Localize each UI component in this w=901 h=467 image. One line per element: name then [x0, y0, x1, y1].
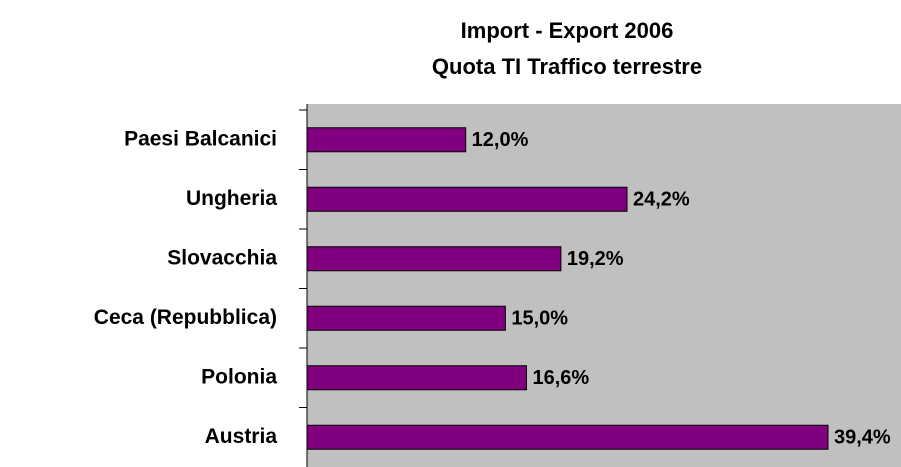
bar	[306, 186, 628, 212]
value-label: 12,0%	[472, 129, 529, 151]
value-label: 16,6%	[533, 367, 590, 389]
category-label: Polonia	[201, 365, 277, 388]
plot-area	[307, 104, 901, 467]
category-label: Paesi Balcanici	[124, 127, 277, 150]
bar	[306, 305, 506, 331]
category-label: Austria	[205, 425, 278, 448]
value-label: 19,2%	[567, 248, 624, 270]
bar	[306, 246, 562, 272]
bar	[306, 365, 528, 391]
bar	[306, 127, 467, 153]
chart-title: Import - Export 2006	[461, 18, 674, 43]
category-label: Ceca (Repubblica)	[94, 306, 277, 329]
value-label: 24,2%	[633, 189, 690, 211]
value-label: 15,0%	[511, 308, 568, 330]
category-label: Slovacchia	[167, 246, 277, 269]
chart-subtitle: Quota TI Traffico terrestre	[432, 54, 702, 79]
category-label: Ungheria	[186, 187, 277, 210]
bar	[306, 424, 829, 450]
value-label: 39,4%	[834, 427, 891, 449]
